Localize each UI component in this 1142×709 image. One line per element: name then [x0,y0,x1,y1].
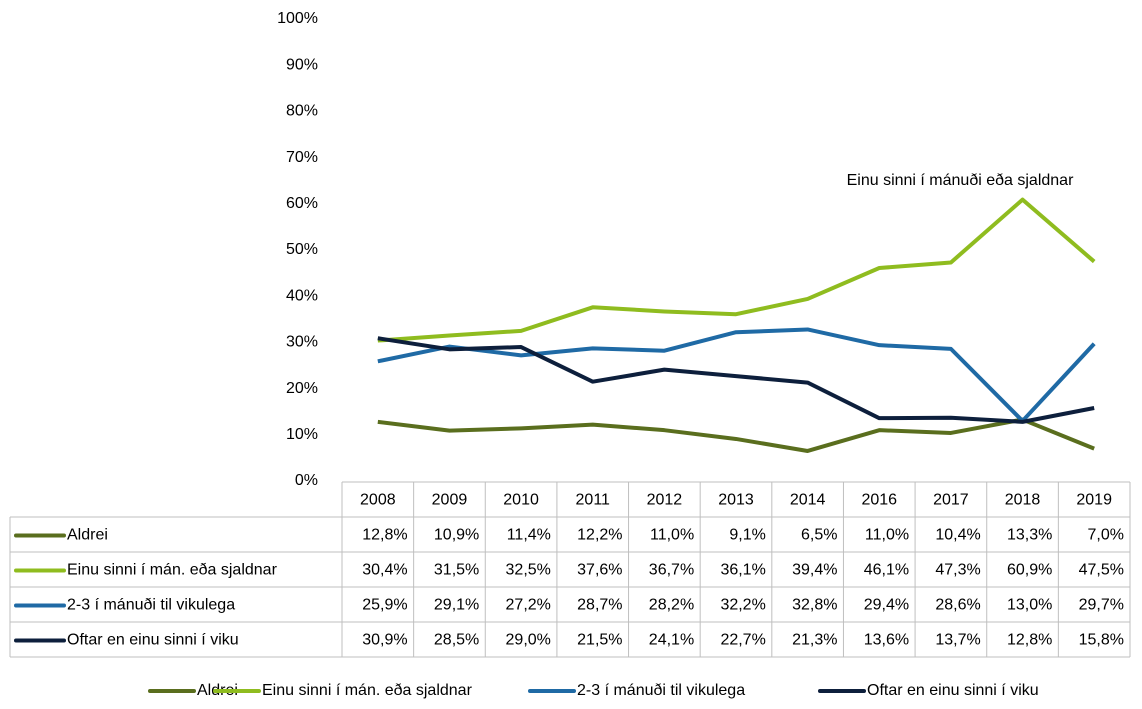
y-tick-label: 10% [286,426,318,443]
y-tick-label: 30% [286,334,318,351]
table-value: 39,4% [792,562,837,579]
y-tick-label: 60% [286,195,318,212]
table-value: 32,2% [720,597,765,614]
y-tick-label: 20% [286,380,318,397]
x-tick-label: 2011 [576,492,611,509]
y-tick-label: 100% [277,10,318,27]
row-label: 2-3 í mánuði til vikulega [67,597,235,614]
table-value: 12,2% [577,527,622,544]
row-label: Oftar en einu sinni í viku [67,632,239,649]
table-value: 7,0% [1088,527,1124,544]
x-tick-label: 2009 [432,492,468,509]
table-value: 6,5% [801,527,837,544]
table-value: 15,8% [1079,632,1124,649]
table-value: 37,6% [577,562,622,579]
x-tick-label: 2008 [360,492,396,509]
table-value: 60,9% [1007,562,1052,579]
table-value: 10,4% [935,527,980,544]
series-line [377,197,1096,343]
table-value: 13,0% [1007,597,1052,614]
annotation: Einu sinni í mánuði eða sjaldnar [847,172,1074,189]
table-value: 21,5% [577,632,622,649]
table-value: 11,0% [865,527,909,544]
x-tick-label: 2018 [1005,492,1041,509]
y-tick-label: 50% [286,241,318,258]
y-tick-label: 40% [286,287,318,304]
table-value: 13,6% [864,632,909,649]
row-label: Aldrei [67,527,108,544]
table-value: 47,5% [1079,562,1124,579]
table-value: 32,8% [792,597,837,614]
table-value: 32,5% [506,562,551,579]
x-tick-label: 2016 [861,492,897,509]
x-tick-label: 2017 [933,492,969,509]
y-tick-label: 90% [286,56,318,73]
table-value: 30,9% [362,632,407,649]
table-value: 28,2% [649,597,694,614]
table-value: 31,5% [434,562,479,579]
table-value: 21,3% [792,632,837,649]
series-line [377,336,1095,424]
table-value: 13,7% [935,632,980,649]
table-value: 47,3% [935,562,980,579]
table-value: 27,2% [506,597,551,614]
x-tick-label: 2014 [790,492,826,509]
x-tick-label: 2013 [718,492,754,509]
table-value: 12,8% [362,527,407,544]
table-value: 28,7% [577,597,622,614]
table-value: 30,4% [362,562,407,579]
table-value: 24,1% [649,632,694,649]
series-line [377,327,1096,423]
table-value: 25,9% [362,597,407,614]
legend-label: Oftar en einu sinni í viku [867,682,1039,699]
y-tick-label: 80% [286,103,318,120]
table-value: 11,0% [650,527,694,544]
table-value: 9,1% [729,527,765,544]
series-line [377,417,1095,453]
y-tick-label: 70% [286,149,318,166]
legend-label: Einu sinni í mán. eða sjaldnar [262,682,473,699]
table-value: 10,9% [434,527,479,544]
table-value: 28,6% [935,597,980,614]
x-tick-label: 2010 [503,492,539,509]
y-tick-label: 0% [295,472,318,489]
table-value: 29,1% [434,597,479,614]
legend-label: 2-3 í mánuði til vikulega [577,682,745,699]
table-value: 12,8% [1007,632,1052,649]
table-value: 29,4% [864,597,909,614]
table-value: 29,7% [1079,597,1124,614]
table-value: 36,1% [720,562,765,579]
table-value: 28,5% [434,632,479,649]
x-tick-label: 2012 [647,492,683,509]
table-value: 22,7% [720,632,765,649]
x-tick-label: 2019 [1076,492,1112,509]
row-label: Einu sinni í mán. eða sjaldnar [67,562,278,579]
table-value: 13,3% [1007,527,1052,544]
table-value: 29,0% [506,632,551,649]
table-value: 11,4% [507,527,551,544]
table-value: 36,7% [649,562,694,579]
table-value: 46,1% [864,562,909,579]
